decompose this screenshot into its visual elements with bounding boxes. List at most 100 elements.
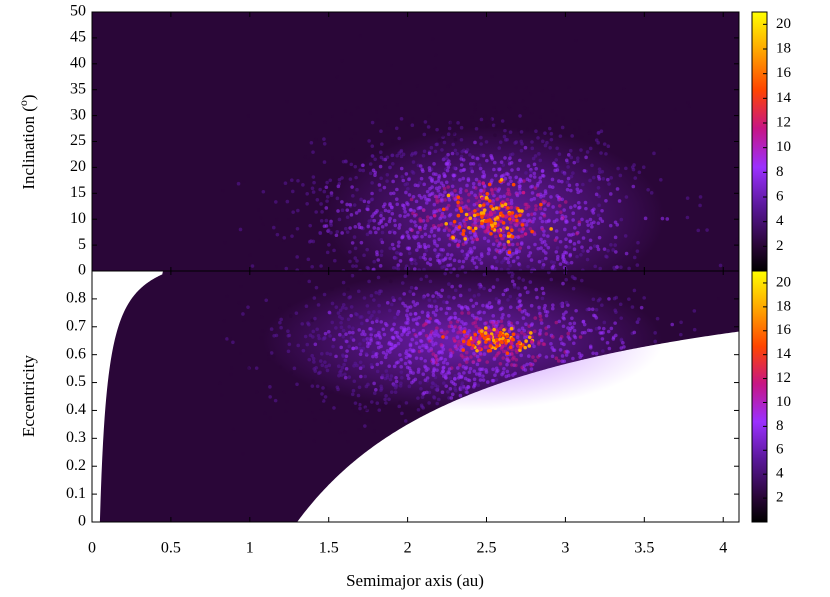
bottom-density-point [520, 330, 524, 335]
top-density-point [368, 171, 373, 176]
top-density-point [501, 163, 506, 167]
bottom-density-point [679, 320, 683, 325]
top-density-point [600, 169, 605, 174]
top-density-peak-point [489, 212, 494, 217]
top-density-point [274, 200, 278, 204]
top-density-point [414, 223, 418, 228]
bottom-density-point [508, 305, 513, 310]
bottom-density-point [560, 354, 565, 358]
top-density-point [481, 170, 486, 174]
top-density-peak-point [500, 203, 505, 208]
bottom-density-point [316, 303, 321, 307]
bottom-y-tick-label: 0.8 [66, 290, 86, 307]
bottom-density-point [420, 348, 424, 353]
bottom-panel-density-points [218, 271, 721, 456]
bottom-density-point [482, 272, 487, 277]
top-density-point [370, 191, 374, 196]
top-density-point [552, 260, 557, 265]
top-density-peak-point [518, 213, 522, 218]
bottom-density-point [561, 324, 566, 329]
bottom-density-point [465, 390, 469, 395]
bottom-density-point [417, 315, 421, 320]
top-density-point [534, 207, 538, 212]
top-density-point [434, 251, 439, 256]
bottom-density-point [571, 356, 575, 361]
bottom-density-point [517, 307, 522, 312]
top-density-peak-point [451, 236, 456, 240]
top-density-point [430, 227, 434, 231]
x-tick-label: 0 [88, 540, 96, 557]
bottom-density-point [442, 300, 446, 304]
bottom-density-point [453, 382, 457, 387]
top-density-point [399, 117, 404, 121]
bottom-density-point [374, 351, 379, 356]
bottom-density-peak-point [477, 346, 482, 351]
top-density-point [394, 126, 399, 131]
bottom-density-point [286, 349, 291, 354]
bottom-density-point [438, 357, 443, 361]
top-density-point [295, 226, 300, 231]
bottom-density-point [476, 311, 481, 315]
top-density-peak-point [490, 226, 495, 231]
bottom-density-peak-point [470, 346, 474, 351]
bottom-density-point [269, 327, 274, 331]
bottom-density-point [339, 320, 343, 325]
top-density-peak-point [520, 209, 524, 213]
bottom-density-point [440, 350, 445, 355]
bottom-density-point [345, 349, 349, 353]
top-density-point [432, 202, 437, 207]
top-density-point [470, 258, 475, 263]
top-density-point [435, 127, 439, 132]
top-y-tick-label: 5 [78, 236, 86, 253]
bottom-density-point [412, 349, 416, 353]
bottom-density-point [415, 322, 420, 326]
top-density-point [351, 147, 355, 152]
bottom-density-point [391, 296, 395, 300]
bottom-density-point [459, 305, 464, 309]
top-density-peak-point [472, 213, 477, 218]
bottom-density-point [572, 334, 577, 338]
bottom-density-point [607, 346, 612, 351]
top-density-point [575, 182, 579, 187]
bottom-density-point [481, 378, 486, 382]
top-density-point [436, 102, 441, 106]
top-density-point [440, 265, 444, 270]
top-density-point [370, 144, 375, 148]
bottom-density-point [377, 408, 382, 412]
top-density-point [340, 58, 344, 63]
top-density-point [352, 235, 357, 239]
bottom-density-point [505, 357, 509, 362]
top-density-point [428, 186, 432, 191]
bottom-density-point [392, 364, 397, 369]
top-density-point [614, 250, 618, 254]
bottom-density-point [445, 300, 449, 305]
bottom-density-point [366, 418, 371, 423]
top-density-point [485, 201, 490, 206]
top-density-point [296, 178, 300, 183]
bottom-density-point [510, 272, 515, 276]
top-colorbar-tick-label: 16 [776, 65, 792, 81]
top-density-point [407, 251, 412, 256]
bottom-density-point [542, 306, 547, 311]
top-density-point [429, 145, 434, 150]
top-density-point [351, 264, 355, 268]
top-density-point [322, 189, 327, 194]
top-density-point [310, 186, 315, 191]
top-density-point [457, 239, 462, 244]
top-density-point [370, 181, 374, 185]
bottom-density-point [402, 292, 406, 296]
top-density-point [412, 267, 417, 271]
top-density-point [598, 216, 603, 221]
bottom-density-point [428, 279, 433, 284]
top-density-point [459, 163, 464, 167]
top-density-point [446, 132, 451, 137]
bottom-density-point [361, 364, 366, 369]
bottom-density-point [356, 428, 361, 432]
top-density-point [319, 264, 323, 268]
top-density-point [517, 184, 522, 189]
top-density-point [555, 246, 560, 250]
top-density-point [636, 240, 640, 245]
top-density-point [569, 188, 573, 193]
top-density-point [564, 245, 568, 249]
